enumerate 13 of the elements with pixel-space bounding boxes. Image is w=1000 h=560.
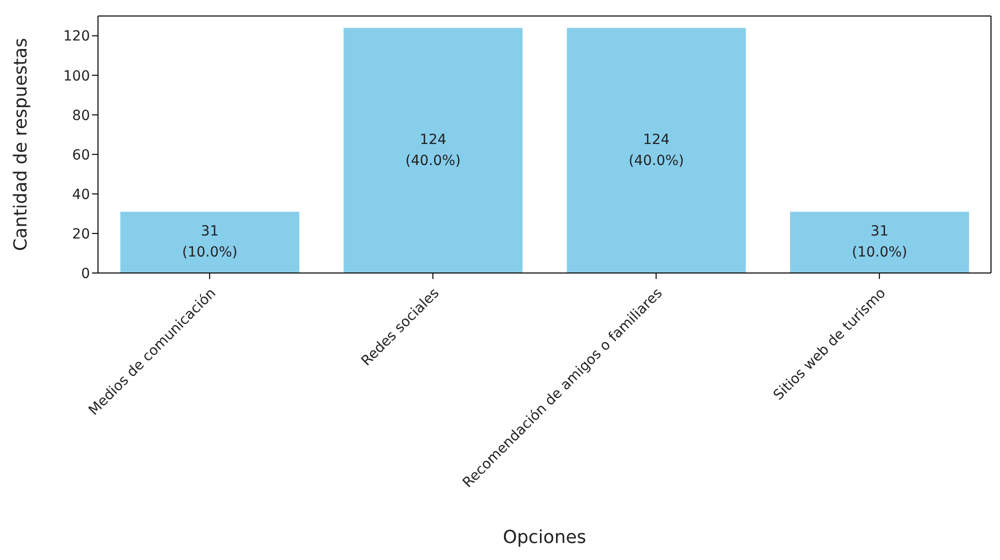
y-tick-label: 60 xyxy=(72,147,90,164)
x-axis-title: Opciones xyxy=(502,527,586,548)
data-label: 31 (10.0%) xyxy=(852,224,908,261)
y-tick-label: 100 xyxy=(63,68,90,84)
y-tick-label: 80 xyxy=(72,108,90,124)
y-tick-label: 40 xyxy=(72,186,90,203)
data-label: 124 (40.0%) xyxy=(405,132,461,169)
y-tick-label: 120 xyxy=(63,28,90,45)
data-label: 124 (40.0%) xyxy=(628,132,684,169)
data-label: 31 (10.0%) xyxy=(182,224,238,261)
y-tick-label: 0 xyxy=(81,266,90,282)
y-tick-label: 20 xyxy=(72,226,90,242)
y-axis-title: Cantidad de respuestas xyxy=(10,38,32,252)
